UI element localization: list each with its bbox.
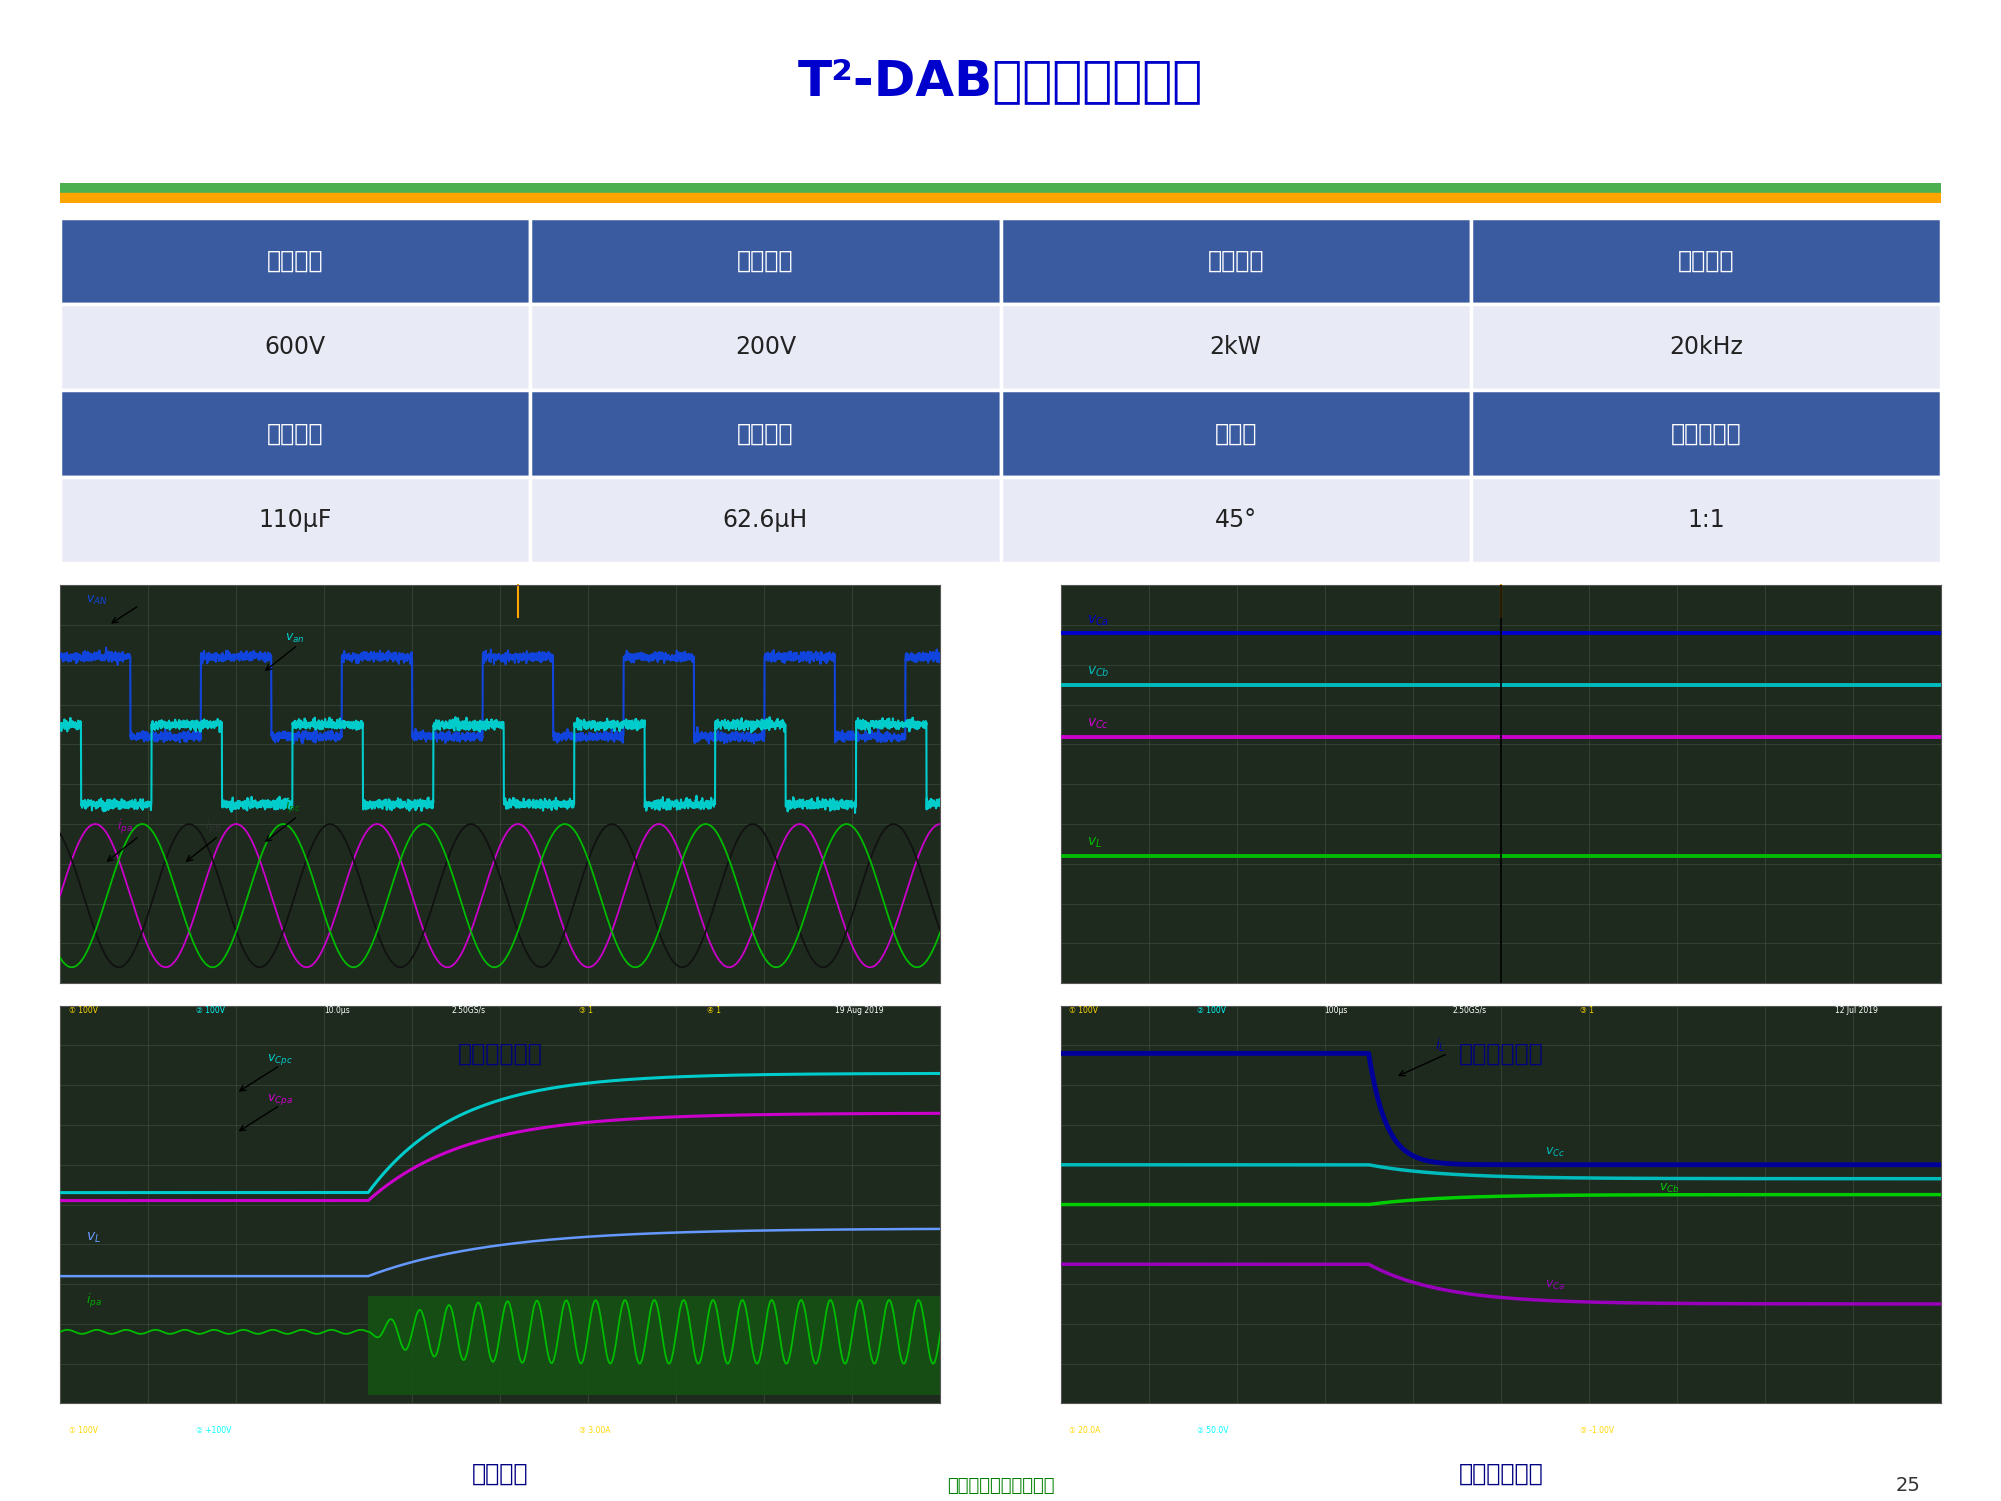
Text: ② 50.0V: ② 50.0V: [1197, 1426, 1229, 1435]
Bar: [1000, 390, 1471, 477]
Bar: [60, 183, 1941, 194]
Text: 开关频率: 开关频率: [1677, 249, 1735, 273]
Text: 稳态工作波形: 稳态工作波形: [1459, 1042, 1543, 1066]
Text: Tek PreVu: Tek PreVu: [1069, 572, 1117, 581]
Text: 移相角: 移相角: [1215, 422, 1257, 446]
Text: ③ 3.00A: ③ 3.00A: [580, 1426, 610, 1435]
Text: ① 100V: ① 100V: [68, 1006, 98, 1015]
Bar: [530, 218, 1000, 303]
Text: $i_{pa}$: $i_{pa}$: [86, 1292, 102, 1310]
Text: 25: 25: [1897, 1475, 1921, 1495]
Text: ① 100V: ① 100V: [68, 1426, 98, 1435]
Bar: [1471, 477, 1941, 563]
Bar: [60, 194, 1941, 203]
Text: $v_{Ca}$: $v_{Ca}$: [1545, 1279, 1565, 1292]
Text: $v_{Cb}$: $v_{Cb}$: [1659, 1181, 1681, 1195]
Text: 传输漏感: 传输漏感: [736, 422, 794, 446]
Text: 2.50GS/s: 2.50GS/s: [1453, 1006, 1487, 1015]
Text: 1.25MS/s: 1.25MS/s: [1453, 1426, 1487, 1435]
Text: ③ 1: ③ 1: [1581, 1006, 1595, 1015]
Text: $v_{an}$: $v_{an}$: [284, 632, 304, 645]
Text: 12 Jul 2019: 12 Jul 2019: [1835, 1006, 1879, 1015]
Bar: [60, 218, 530, 303]
Text: $i_{pa}$: $i_{pa}$: [118, 818, 134, 836]
Text: $v_{Cpc}$: $v_{Cpc}$: [266, 1052, 292, 1067]
Text: ① 20.0A: ① 20.0A: [1069, 1426, 1101, 1435]
Bar: [368, 1295, 940, 1396]
Text: $v_L$: $v_L$: [86, 1231, 102, 1244]
Text: Tek PreVu: Tek PreVu: [68, 572, 116, 581]
Text: Tek PreVu: Tek PreVu: [1069, 992, 1117, 1001]
Text: 功率反转波形: 功率反转波形: [1459, 1462, 1543, 1486]
Text: 24 Jul 2019: 24 Jul 2019: [834, 1426, 878, 1435]
Text: $v_{Cc}$: $v_{Cc}$: [1545, 1145, 1565, 1159]
Bar: [1471, 218, 1941, 303]
Text: 200V: 200V: [734, 335, 796, 359]
Text: 输出电压: 输出电压: [736, 249, 794, 273]
Text: ② 100V: ② 100V: [1197, 1006, 1227, 1015]
Bar: [1471, 390, 1941, 477]
Bar: [530, 477, 1000, 563]
Text: 2.50GS/s: 2.50GS/s: [452, 1006, 486, 1015]
Bar: [60, 477, 530, 563]
Text: Tek PreVu: Tek PreVu: [68, 992, 116, 1001]
Text: T²-DAB变换器实验验证: T²-DAB变换器实验验证: [798, 57, 1203, 105]
Text: 变压器变比: 变压器变比: [1671, 422, 1741, 446]
Text: 《电工技术学报》发布: 《电工技术学报》发布: [946, 1477, 1055, 1495]
Text: 62.6μH: 62.6μH: [722, 507, 808, 531]
Text: 600V: 600V: [264, 335, 326, 359]
Bar: [1471, 303, 1941, 390]
Text: 2.50MS/s: 2.50MS/s: [452, 1426, 486, 1435]
Bar: [530, 303, 1000, 390]
Bar: [60, 303, 530, 390]
Text: 2kW: 2kW: [1211, 335, 1261, 359]
Text: 100μs: 100μs: [1325, 1006, 1349, 1015]
Text: 隔直电容: 隔直电容: [266, 422, 324, 446]
Text: 20kHz: 20kHz: [1669, 335, 1743, 359]
Text: 400ms: 400ms: [1325, 1426, 1351, 1435]
Text: ② +100V: ② +100V: [196, 1426, 232, 1435]
Text: 输入电压: 输入电压: [266, 249, 324, 273]
Bar: [1000, 477, 1471, 563]
Text: 3 Dec 2019: 3 Dec 2019: [1835, 1426, 1879, 1435]
Text: ① 100V: ① 100V: [1069, 1006, 1099, 1015]
Text: 110μF: 110μF: [258, 507, 332, 531]
Bar: [1000, 303, 1471, 390]
Text: 传输功率: 传输功率: [1207, 249, 1265, 273]
Text: ③ 1: ③ 1: [580, 1006, 594, 1015]
Text: ② 100V: ② 100V: [196, 1006, 226, 1015]
Text: $v_{Cpa}$: $v_{Cpa}$: [266, 1093, 292, 1108]
Bar: [530, 390, 1000, 477]
Text: $v_{AN}$: $v_{AN}$: [86, 594, 108, 608]
Text: 启动波形: 启动波形: [472, 1462, 528, 1486]
Text: $v_{Ca}$: $v_{Ca}$: [1087, 614, 1109, 627]
Text: 1:1: 1:1: [1687, 507, 1725, 531]
Text: $v_{Cb}$: $v_{Cb}$: [1087, 665, 1111, 680]
Text: ③ -1.00V: ③ -1.00V: [1581, 1426, 1615, 1435]
Text: 稳态工作波形: 稳态工作波形: [458, 1042, 542, 1066]
Text: $v_{Cc}$: $v_{Cc}$: [1087, 716, 1109, 731]
Text: $v_L$: $v_L$: [1087, 836, 1103, 851]
Text: 45°: 45°: [1215, 507, 1257, 531]
Text: 10.0μs: 10.0μs: [324, 1006, 350, 1015]
Text: 400ms: 400ms: [324, 1426, 350, 1435]
Text: $i_{pc}$: $i_{pc}$: [284, 799, 300, 817]
Text: $i_{pb}$: $i_{pb}$: [206, 818, 222, 836]
Text: 19 Aug 2019: 19 Aug 2019: [834, 1006, 884, 1015]
Bar: [60, 390, 530, 477]
Text: ④ 1: ④ 1: [706, 1006, 720, 1015]
Text: $i_L$: $i_L$: [1435, 1036, 1445, 1054]
Bar: [1000, 218, 1471, 303]
